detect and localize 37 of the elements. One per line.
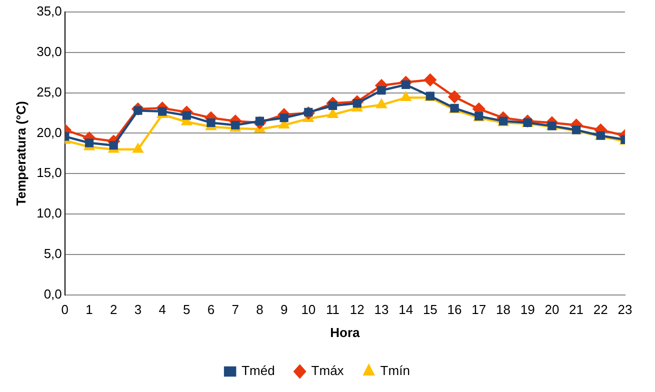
x-tick-label: 9 [280, 302, 288, 318]
y-tick-label: 10,0 [36, 206, 62, 221]
y-tick-label: 15,0 [36, 165, 62, 180]
y-tick-label: 35,0 [36, 4, 62, 19]
x-tick-label: 22 [593, 302, 608, 318]
x-tick-label: 15 [422, 302, 438, 318]
x-tick-label: 7 [232, 302, 239, 318]
x-tick-label: 19 [520, 302, 535, 318]
x-tick-label: 1 [86, 302, 93, 318]
legend-label: Tméd [242, 363, 275, 378]
x-tick-label: 0 [61, 302, 69, 318]
legend-label: Tmín [380, 363, 410, 378]
legend-label: Tmáx [311, 363, 344, 378]
y-tick-label: 30,0 [36, 44, 62, 59]
x-tick-label: 18 [496, 302, 510, 318]
x-tick-label: 16 [447, 302, 462, 318]
x-tick-label: 23 [618, 302, 632, 318]
x-tick-label: 6 [207, 302, 215, 318]
x-tick-label: 10 [301, 302, 316, 318]
x-tick-label: 11 [326, 302, 340, 318]
x-tick-label: 17 [472, 302, 486, 318]
x-tick-label: 21 [569, 302, 584, 318]
y-tick-label: 0,0 [44, 286, 62, 302]
y-axis-title: Temperatura (°C) [13, 101, 28, 206]
x-tick-label: 2 [110, 302, 118, 318]
x-axis-title: Hora [330, 324, 361, 340]
y-tick-label: 20,0 [36, 124, 62, 140]
y-tick-label: 25,0 [36, 84, 62, 100]
x-tick-label: 4 [158, 302, 166, 318]
x-tick-label: 14 [398, 302, 414, 318]
x-tick-label: 13 [374, 302, 389, 318]
x-tick-label: 5 [183, 302, 190, 318]
x-tick-label: 12 [350, 302, 364, 318]
x-tick-label: 3 [134, 302, 142, 318]
y-tick-label: 5,0 [44, 246, 62, 261]
x-tick-label: 20 [544, 302, 560, 318]
x-tick-label: 8 [256, 302, 264, 318]
